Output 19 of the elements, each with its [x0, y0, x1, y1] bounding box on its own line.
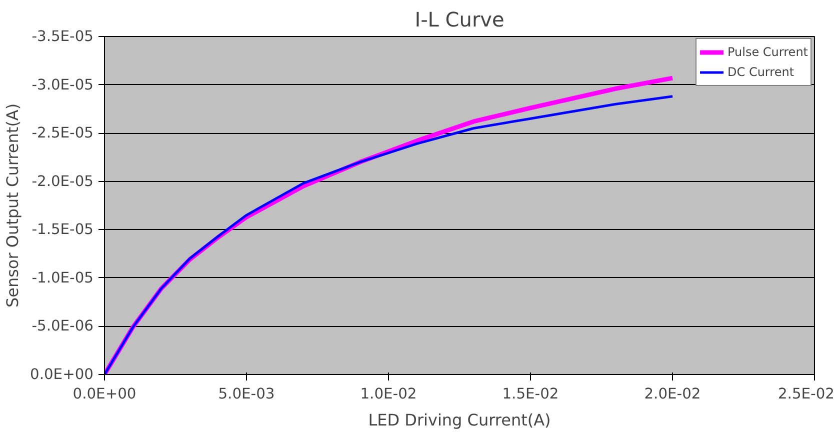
x-tick-label: 5.0E-03 — [218, 386, 275, 402]
x-tick-label: 0.0E+00 — [72, 386, 136, 402]
y-axis-title: Sensor Output Current(A) — [3, 103, 22, 308]
legend-label: DC Current — [728, 65, 794, 79]
x-tick-label: 1.0E-02 — [360, 386, 417, 402]
y-tick-label: -1.0E-05 — [32, 269, 94, 286]
x-tick-label: 2.0E-02 — [644, 386, 701, 402]
y-tick-label: -3.5E-05 — [32, 28, 94, 45]
x-axis-title: LED Driving Current(A) — [368, 410, 551, 430]
y-tick-label: -5.0E-06 — [32, 318, 94, 335]
y-tick-label: -2.0E-05 — [32, 172, 94, 190]
y-tick-label: -2.5E-05 — [32, 124, 94, 142]
x-tick-label: 2.5E-02 — [778, 386, 834, 402]
legend-label: Pulse Current — [728, 45, 808, 59]
y-tick-label: 0.0E+00 — [30, 366, 94, 383]
x-tick-label: 1.5E-02 — [502, 386, 559, 402]
y-tick-label: -1.5E-05 — [32, 221, 94, 238]
y-tick-label: -3.0E-05 — [32, 76, 94, 94]
chart-title: I-L Curve — [414, 8, 504, 32]
